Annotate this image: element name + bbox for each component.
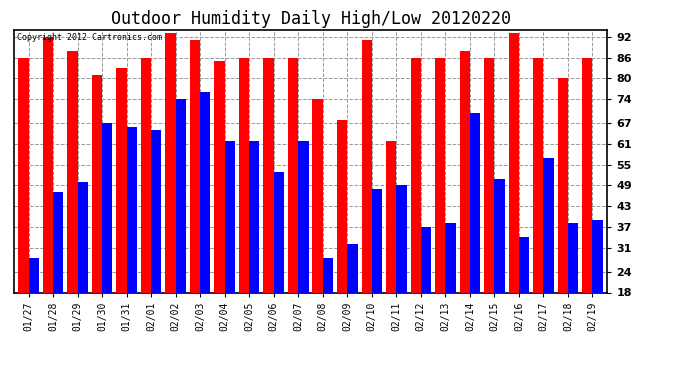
Bar: [274, 172, 284, 355]
Bar: [67, 51, 77, 355]
Bar: [582, 58, 593, 355]
Bar: [151, 130, 161, 355]
Bar: [77, 182, 88, 355]
Bar: [323, 258, 333, 355]
Bar: [102, 123, 112, 355]
Bar: [225, 141, 235, 355]
Bar: [53, 192, 63, 355]
Bar: [141, 58, 151, 355]
Bar: [386, 141, 396, 355]
Bar: [470, 113, 480, 355]
Bar: [249, 141, 259, 355]
Bar: [460, 51, 470, 355]
Bar: [347, 244, 357, 355]
Bar: [200, 92, 210, 355]
Bar: [313, 99, 323, 355]
Bar: [264, 58, 274, 355]
Bar: [568, 224, 578, 355]
Title: Outdoor Humidity Daily High/Low 20120220: Outdoor Humidity Daily High/Low 20120220: [110, 10, 511, 28]
Bar: [495, 178, 504, 355]
Bar: [92, 75, 102, 355]
Bar: [337, 120, 347, 355]
Bar: [396, 185, 406, 355]
Bar: [558, 78, 568, 355]
Text: Copyright 2012 Cartronics.com: Copyright 2012 Cartronics.com: [17, 33, 161, 42]
Bar: [166, 33, 176, 355]
Bar: [43, 37, 53, 355]
Bar: [372, 189, 382, 355]
Bar: [288, 58, 298, 355]
Bar: [593, 220, 603, 355]
Bar: [117, 68, 126, 355]
Bar: [435, 58, 445, 355]
Bar: [509, 33, 519, 355]
Bar: [239, 58, 249, 355]
Bar: [298, 141, 308, 355]
Bar: [421, 227, 431, 355]
Bar: [362, 40, 372, 355]
Bar: [544, 158, 554, 355]
Bar: [445, 224, 455, 355]
Bar: [533, 58, 544, 355]
Bar: [126, 127, 137, 355]
Bar: [28, 258, 39, 355]
Bar: [411, 58, 421, 355]
Bar: [215, 61, 225, 355]
Bar: [484, 58, 495, 355]
Bar: [190, 40, 200, 355]
Bar: [519, 237, 529, 355]
Bar: [18, 58, 28, 355]
Bar: [176, 99, 186, 355]
